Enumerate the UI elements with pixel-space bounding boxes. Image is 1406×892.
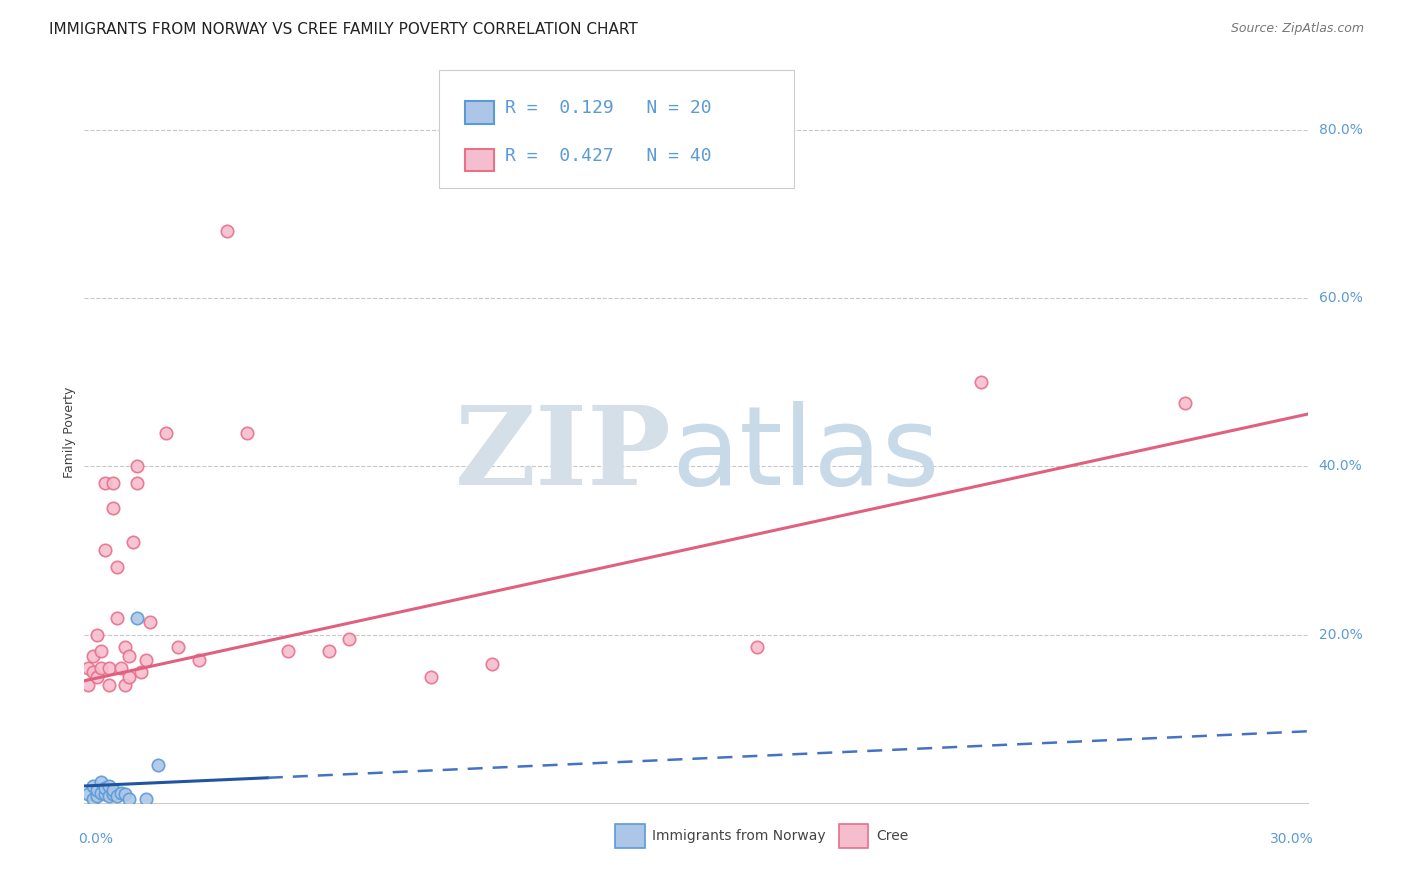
Text: 30.0%: 30.0% [1270,832,1313,847]
Point [97,779,120,793]
Text: 60.0%: 60.0% [1319,291,1362,305]
Point [101,788,124,802]
Point [90,786,112,800]
Point [236,425,259,440]
Point [970,375,993,389]
Text: 80.0%: 80.0% [1319,123,1362,136]
Point [217,224,239,238]
Point [93,780,115,795]
Point [90,774,112,789]
Point [135,791,157,805]
Point [122,535,145,549]
Text: 20.0%: 20.0% [1319,628,1362,641]
Point [93,543,115,558]
Point [481,657,503,671]
FancyBboxPatch shape [616,824,644,848]
Point [86,627,108,641]
Point [101,783,124,797]
Point [86,670,108,684]
Point [97,661,120,675]
Point [93,788,115,802]
Point [138,615,160,629]
Point [127,476,149,491]
Point [82,648,104,663]
Point [146,758,169,772]
Point [110,786,132,800]
Point [114,788,136,802]
Point [82,665,104,680]
Text: IMMIGRANTS FROM NORWAY VS CREE FAMILY POVERTY CORRELATION CHART: IMMIGRANTS FROM NORWAY VS CREE FAMILY PO… [49,22,638,37]
Point [82,791,104,805]
Point [101,501,124,516]
Point [110,661,132,675]
Y-axis label: Family Poverty: Family Poverty [63,387,76,478]
Point [77,661,100,675]
Point [105,789,128,803]
FancyBboxPatch shape [839,824,869,848]
FancyBboxPatch shape [465,102,494,124]
Point [105,610,128,624]
Point [77,678,100,692]
Point [127,459,149,474]
Text: R =  0.129   N = 20: R = 0.129 N = 20 [505,99,711,118]
Point [90,661,112,675]
Point [155,425,177,440]
Text: Immigrants from Norway: Immigrants from Norway [652,830,825,843]
Text: 40.0%: 40.0% [1319,459,1362,474]
Point [114,678,136,692]
Point [101,476,124,491]
Point [167,640,190,655]
Point [86,789,108,803]
Point [105,560,128,574]
Point [127,610,149,624]
Point [1174,396,1197,410]
Text: Cree: Cree [876,830,908,843]
Point [420,670,443,684]
Point [77,788,100,802]
Point [93,476,115,491]
Point [118,648,141,663]
Point [97,678,120,692]
Point [90,644,112,658]
Text: 0.0%: 0.0% [79,832,114,847]
Point [131,665,153,680]
Point [97,789,120,803]
Text: Source: ZipAtlas.com: Source: ZipAtlas.com [1230,22,1364,36]
Text: R =  0.427   N = 40: R = 0.427 N = 40 [505,147,711,165]
Point [318,644,340,658]
Point [118,791,141,805]
Text: atlas: atlas [672,401,941,508]
Point [82,779,104,793]
Point [118,670,141,684]
FancyBboxPatch shape [465,149,494,171]
Point [135,653,157,667]
Point [339,632,361,646]
Point [114,640,136,655]
Point [747,640,769,655]
Point [187,653,209,667]
Point [86,783,108,797]
FancyBboxPatch shape [439,70,794,188]
Point [277,644,299,658]
Text: ZIP: ZIP [454,401,672,508]
